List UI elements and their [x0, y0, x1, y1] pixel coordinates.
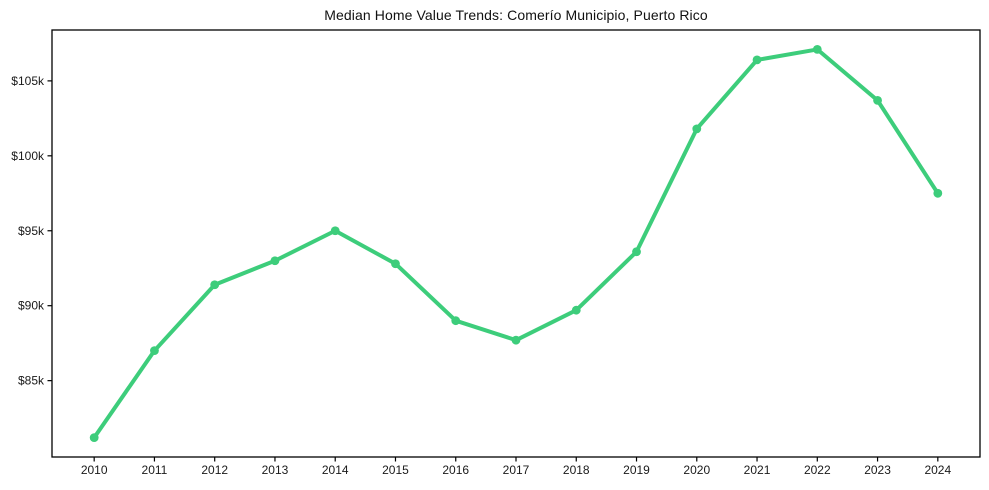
data-point-2014 [330, 226, 340, 236]
data-point-2019 [632, 247, 641, 257]
data-point-2011 [150, 346, 159, 356]
data-point-2017 [511, 335, 521, 345]
data-point-2016 [451, 316, 461, 326]
x-tick-label: 2017 [503, 463, 530, 477]
data-point-2010 [89, 433, 99, 442]
x-tick-label: 2021 [744, 463, 771, 477]
data-point-2020 [692, 124, 702, 134]
x-tick-label: 2024 [924, 463, 951, 477]
y-tick-label: $90k [18, 299, 45, 313]
y-tick-label: $105k [11, 74, 45, 88]
data-point-2012 [210, 280, 220, 290]
trend-line [92, 47, 940, 440]
data-point-2023 [873, 95, 882, 105]
plot-border [51, 29, 981, 458]
x-tick-label: 2022 [804, 463, 831, 477]
y-tick-label: $95k [18, 224, 45, 238]
data-point-2024 [933, 188, 943, 198]
data-point-2015 [391, 259, 400, 269]
x-tick-label: 2011 [142, 463, 168, 477]
x-tick-label: 2013 [262, 463, 289, 477]
x-tick-label: 2010 [81, 463, 108, 477]
data-point-2021 [752, 55, 762, 65]
x-tick-label: 2016 [442, 463, 469, 477]
chart-title: Median Home Value Trends: Comerío Munici… [324, 7, 708, 23]
data-point-2018 [571, 305, 581, 315]
x-tick-label: 2019 [623, 463, 650, 477]
x-tick-label: 2023 [864, 463, 891, 477]
data-point-2013 [270, 256, 280, 266]
x-tick-label: 2020 [683, 463, 710, 477]
x-tick-label: 2018 [563, 463, 590, 477]
x-tick-label: 2012 [201, 463, 228, 477]
data-point-2022 [812, 45, 822, 54]
x-tick-label: 2014 [322, 463, 349, 477]
x-tick-label: 2015 [382, 463, 409, 477]
y-tick-label: $85k [18, 374, 45, 388]
y-tick-label: $100k [11, 149, 45, 163]
